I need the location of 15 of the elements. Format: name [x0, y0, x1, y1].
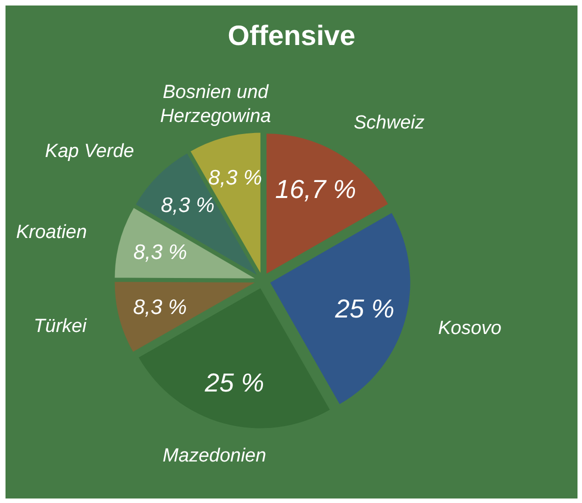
slice-label: Kroatien — [16, 222, 87, 244]
data-label: 8,3 % — [208, 166, 262, 190]
slice-label: Schweiz — [354, 112, 425, 134]
data-label: 25 % — [334, 293, 394, 324]
slice-label: Kosovo — [438, 318, 502, 339]
data-label: 8,3 % — [133, 296, 187, 319]
slice-label: Bosnien und Herzegowina — [160, 82, 271, 128]
slice-label: Türkei — [34, 316, 88, 338]
data-label: 8,3 % — [160, 194, 215, 217]
slice-label: Kap Verde — [45, 141, 134, 162]
data-label: 25 % — [204, 368, 264, 398]
data-label: 8,3 % — [133, 241, 188, 264]
data-label: 16,7 % — [275, 174, 356, 204]
slice-label: Mazedonien — [162, 446, 266, 467]
chart-title: Offensive — [228, 20, 356, 51]
